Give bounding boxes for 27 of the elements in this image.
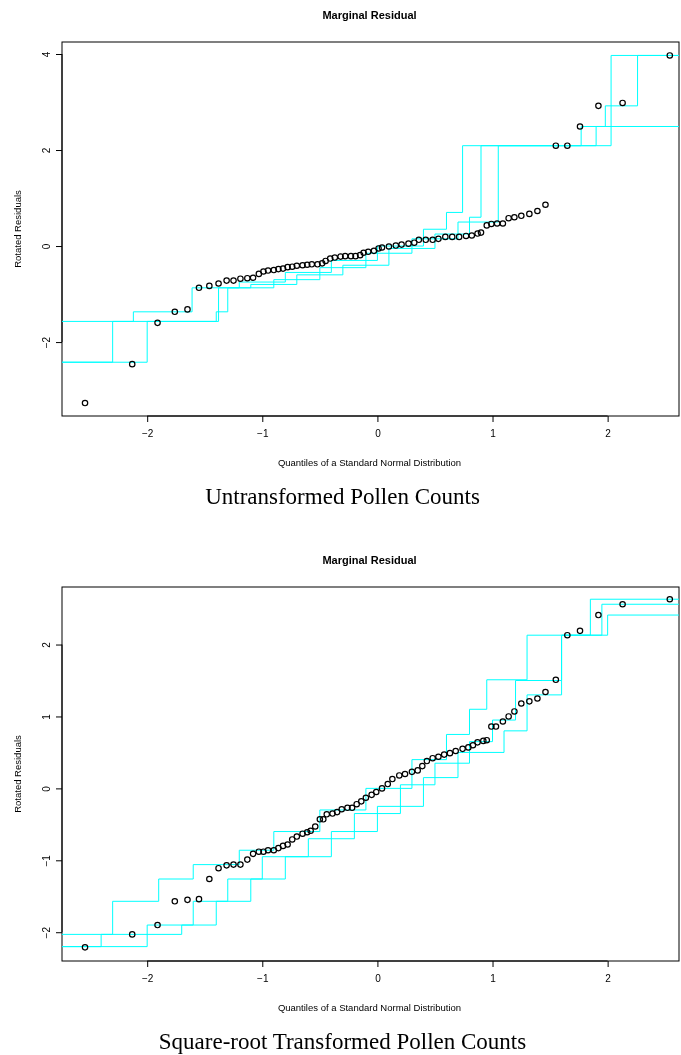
y-tick-label: 2 [41,147,52,154]
x-tick-label: 1 [490,973,497,985]
y-tick-label: 0 [41,243,52,250]
x-tick-label: 0 [375,428,382,440]
y-axis-title: Rotated Residuals [12,734,23,813]
y-tick-label: 4 [41,51,52,58]
chart-title: Marginal Residual [322,9,417,21]
chart-title: Marginal Residual [322,554,417,566]
y-tick-label: 0 [41,785,52,792]
x-axis-title: Quantiles of a Standard Normal Distribution [277,1002,462,1013]
x-tick-label: 2 [605,428,612,440]
y-tick-label: 1 [41,713,52,720]
x-axis-title: Quantiles of a Standard Normal Distribution [277,457,462,468]
x-tick-label: 2 [605,973,612,985]
y-tick-label: −2 [41,926,52,939]
x-tick-label: 1 [490,428,497,440]
y-axis-title: Rotated Residuals [12,189,23,268]
x-tick-label: −2 [141,428,154,440]
x-tick-label: −1 [257,428,269,440]
x-tick-label: 0 [375,973,382,985]
text: Untransformed Pollen Counts [205,484,480,509]
y-tick-label: 2 [41,641,52,648]
x-tick-label: −2 [141,973,154,985]
y-tick-label: −2 [41,336,52,349]
x-tick-label: −1 [257,973,269,985]
text: Square-root Transformed Pollen Counts [158,1029,527,1054]
y-tick-label: −1 [41,854,52,867]
